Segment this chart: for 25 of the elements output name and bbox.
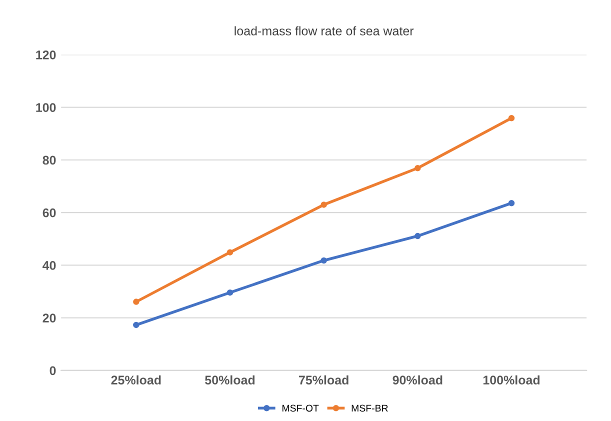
legend-label: MSF-OT [282, 404, 319, 412]
x-tick-label: 75%load [299, 375, 348, 385]
point [226, 249, 234, 256]
y-tick-label: 0 [50, 366, 56, 376]
legend-label: MSF-BR [352, 404, 388, 412]
x-tick-label: 50%load [205, 375, 255, 385]
y-tick-label: 80 [42, 156, 56, 165]
point [133, 298, 140, 305]
point [320, 257, 327, 264]
y-tick-label: 20 [42, 314, 56, 323]
y-tick-label: 40 [42, 261, 56, 270]
point [508, 200, 515, 206]
y-tick-label: 60 [42, 208, 56, 218]
chart-title: load-mass flow rate of sea water [234, 26, 414, 36]
y-tick-label: 120 [36, 50, 56, 60]
point [133, 322, 140, 328]
x-tick-label: 25%load [111, 375, 161, 385]
point [414, 165, 421, 172]
x-tick-label: 90%load [392, 375, 442, 385]
x-tick-label: 100%load [483, 375, 540, 385]
point [320, 202, 327, 208]
point [508, 115, 515, 122]
point [226, 289, 234, 296]
point [414, 232, 421, 240]
y-tick-label: 100 [36, 103, 56, 112]
